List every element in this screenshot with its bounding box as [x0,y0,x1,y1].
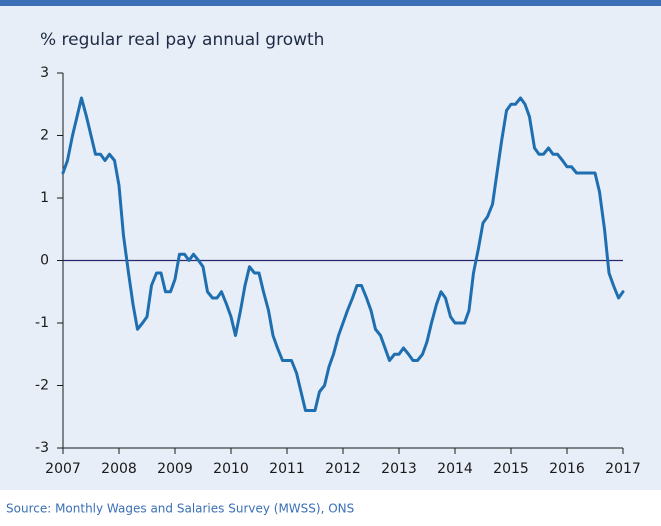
y-tick-label: 1 [40,190,49,206]
y-tick-label: 3 [40,65,49,81]
x-tick-label: 2015 [493,461,529,477]
x-tick-label: 2012 [325,461,361,477]
x-tick-label: 2007 [45,461,81,477]
y-tick-label: -1 [35,315,49,331]
x-tick-label: 2010 [213,461,249,477]
source-note: Source: Monthly Wages and Salaries Surve… [6,502,354,516]
x-tick-label: 2008 [101,461,137,477]
y-tick-label: 0 [40,253,49,269]
x-tick-label: 2016 [549,461,585,477]
y-tick-label: 2 [40,128,49,144]
x-tick-label: 2011 [269,461,305,477]
y-tick-label: -3 [35,440,49,456]
y-tick-label: -2 [35,378,49,394]
chart-title: % regular real pay annual growth [40,30,324,50]
x-tick-label: 2009 [157,461,193,477]
data-line [61,96,625,412]
plot-background [0,0,661,490]
x-tick-label: 2013 [381,461,417,477]
top-bar [0,0,661,6]
x-tick-label: 2014 [437,461,473,477]
x-tick-label: 2017 [605,461,641,477]
